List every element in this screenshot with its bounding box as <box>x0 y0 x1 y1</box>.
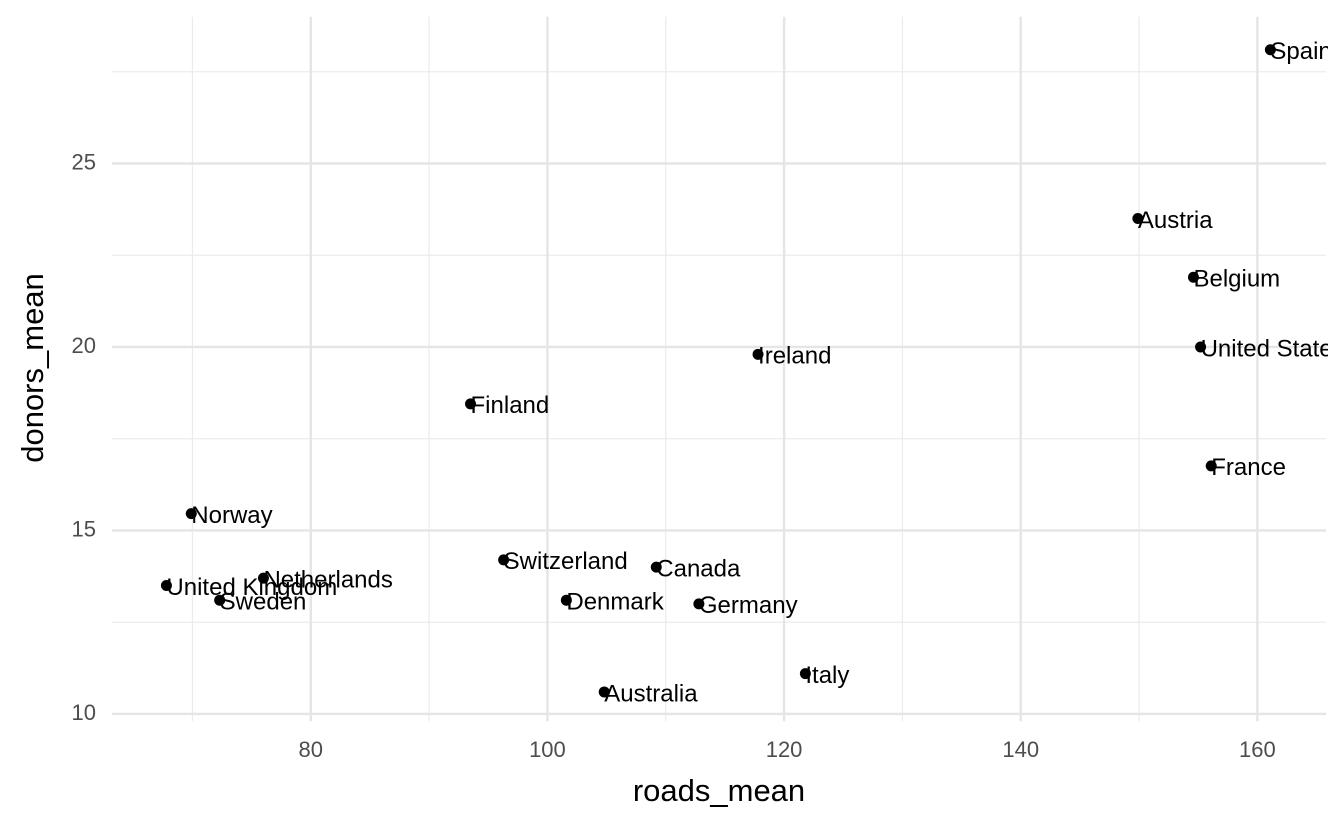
point-label: Canada <box>656 556 741 583</box>
point <box>160 580 172 592</box>
point <box>1132 213 1144 225</box>
point <box>465 398 477 410</box>
y-tick-label: 10 <box>72 700 96 725</box>
point-label: Austria <box>1138 207 1213 234</box>
point <box>650 561 662 573</box>
point-label: Germany <box>699 592 798 619</box>
point-label: Netherlands <box>263 567 392 594</box>
point <box>214 594 226 606</box>
y-tick-label: 15 <box>72 516 96 541</box>
point <box>1187 271 1199 283</box>
point <box>598 686 610 698</box>
x-tick-label: 80 <box>299 737 323 762</box>
point <box>799 668 811 680</box>
y-tick-label: 20 <box>72 333 96 358</box>
point <box>185 508 197 520</box>
point <box>1205 460 1217 472</box>
point-label: United Kingdom <box>166 574 337 601</box>
x-tick-label: 160 <box>1239 737 1276 762</box>
point-label: Norway <box>191 502 272 529</box>
point <box>560 594 572 606</box>
plot-area: Spain Austria Belgium United States France Ir… <box>160 38 1344 707</box>
point-label: Denmark <box>566 589 664 616</box>
point-label: Finland <box>471 392 550 419</box>
point <box>1195 341 1207 353</box>
x-tick-label: 120 <box>766 737 803 762</box>
point-label: Ireland <box>758 343 831 370</box>
y-tick-label: 25 <box>72 149 96 174</box>
point <box>257 572 269 584</box>
point-label: Switzerland <box>504 548 628 575</box>
point-label: Australia <box>604 680 698 707</box>
point-label: United States <box>1201 335 1344 362</box>
point <box>1264 44 1276 56</box>
point-label: France <box>1211 454 1286 481</box>
x-axis-title: roads_mean <box>633 773 805 808</box>
point-label: Spain <box>1270 38 1331 65</box>
point-label: Italy <box>805 662 849 689</box>
point-label: Sweden <box>220 589 307 616</box>
point-label: Belgium <box>1193 266 1280 293</box>
x-tick-label: 100 <box>529 737 566 762</box>
point <box>498 554 510 566</box>
y-axis-title: donors_mean <box>15 273 50 463</box>
x-tick-label: 140 <box>1002 737 1039 762</box>
point <box>693 598 705 610</box>
point <box>752 348 764 360</box>
grid <box>112 16 1326 722</box>
